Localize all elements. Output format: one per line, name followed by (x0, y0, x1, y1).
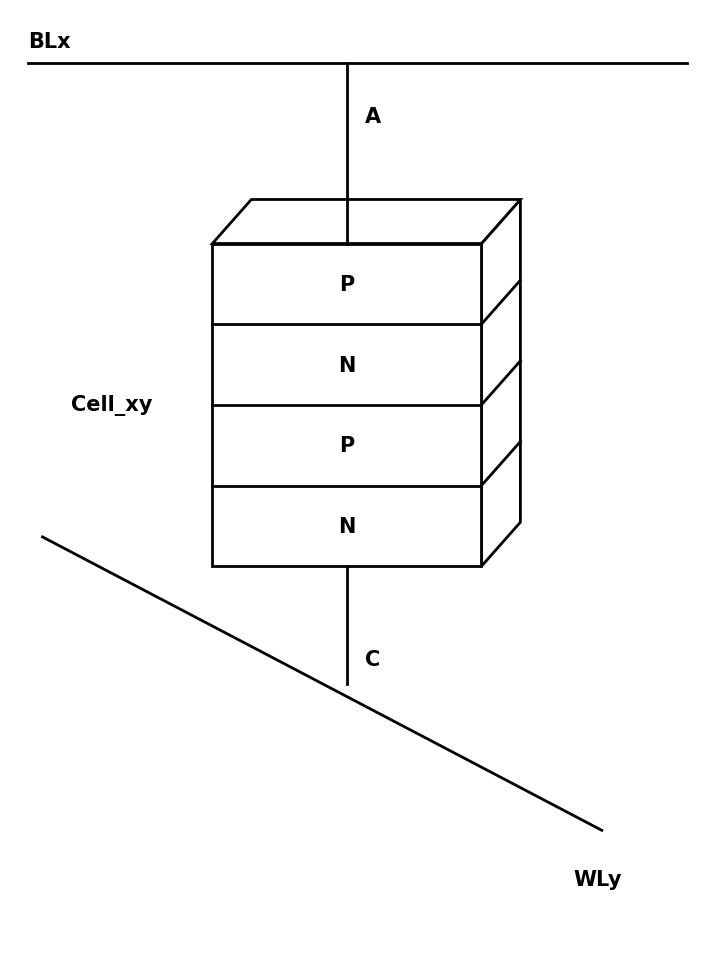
Text: A: A (365, 107, 381, 127)
Polygon shape (481, 200, 520, 567)
Text: N: N (338, 517, 355, 536)
Text: Cell_xy: Cell_xy (71, 395, 152, 416)
Polygon shape (212, 200, 520, 244)
Text: WLy: WLy (573, 870, 622, 889)
Text: BLx: BLx (28, 32, 71, 52)
Polygon shape (212, 244, 481, 567)
Text: P: P (339, 436, 355, 455)
Text: N: N (338, 356, 355, 375)
Text: P: P (339, 275, 355, 294)
Text: C: C (365, 650, 380, 669)
